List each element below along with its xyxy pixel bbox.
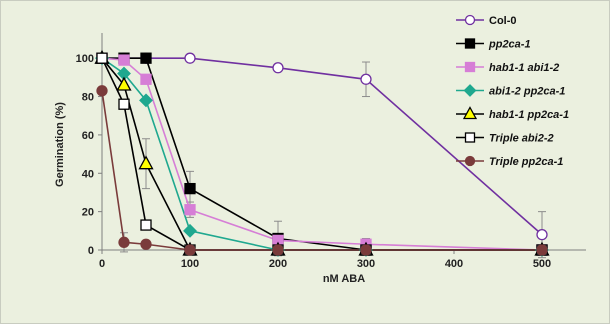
series-line-2	[101, 57, 543, 251]
legend-marker-5	[464, 132, 476, 143]
data-point-0-5	[360, 73, 372, 85]
y-tick-label-4: 80	[82, 92, 94, 104]
legend-marker-2	[464, 61, 476, 73]
data-point-2-2	[140, 73, 152, 85]
y-tick-label-0: 0	[88, 245, 94, 257]
legend-label-6: Triple pp2ca-1	[489, 156, 563, 168]
legend-label-5: Triple abi2-2	[489, 133, 554, 145]
legend-marker-6	[464, 155, 476, 167]
error-bars	[120, 61, 546, 259]
data-point-6-5	[360, 244, 372, 256]
data-point-0-6	[536, 229, 548, 241]
data-point-1-3	[184, 182, 196, 195]
x-tick-label-5: 500	[533, 258, 551, 270]
legend-label-3: abi1-2 pp2ca-1	[489, 86, 565, 98]
data-point-6-2	[140, 238, 152, 250]
x-tick-label-4: 400	[445, 258, 463, 270]
data-point-5-1	[118, 98, 130, 110]
tick-labels: 0 100 200 300 400 500 0 20 40 60 80 100	[76, 53, 552, 270]
data-point-6-3	[184, 244, 196, 256]
x-tick-label-2: 200	[269, 258, 287, 270]
legend-marker-1	[464, 38, 476, 49]
data-point-6-6	[536, 244, 548, 256]
data-point-6-1	[118, 236, 130, 248]
x-tick-label-3: 300	[357, 258, 375, 270]
y-axis-title: Germination (%)	[54, 102, 66, 187]
series-line-3	[101, 57, 542, 251]
series-line-1	[102, 57, 542, 251]
legend-marker-0	[464, 14, 476, 26]
series-markers	[94, 49, 550, 257]
data-point-5-0	[96, 52, 108, 64]
legend-marker-4	[462, 106, 478, 120]
data-point-0-3	[184, 52, 196, 64]
legend-label-4: hab1-1 pp2ca-1	[489, 109, 569, 121]
legend-label-1: pp2ca-1	[488, 39, 531, 51]
series-lines	[101, 57, 543, 251]
y-tick-label-5: 100	[76, 53, 94, 65]
legend-label-2: hab1-1 abi1-2	[489, 62, 559, 74]
data-point-4-1	[116, 76, 132, 91]
y-tick-label-1: 20	[82, 207, 94, 219]
data-point-6-4	[272, 244, 284, 256]
data-point-5-2	[140, 219, 152, 231]
series-line-5	[101, 57, 542, 251]
legend-marker-3	[463, 84, 477, 97]
legend: Col-0 pp2ca-1 hab1-1 abi1-2 abi1-2 pp2ca-1 h…	[456, 14, 569, 168]
x-tick-label-0: 0	[99, 258, 105, 270]
data-point-3-3	[183, 223, 197, 238]
y-tick-label-3: 60	[82, 130, 94, 142]
y-tick-label-2: 40	[82, 168, 94, 180]
data-point-1-2	[140, 52, 152, 64]
data-point-4-2	[138, 155, 154, 170]
x-axis-title: nM ABA	[323, 273, 365, 285]
series-line-4	[101, 57, 542, 251]
data-point-0-4	[272, 62, 284, 74]
data-point-2-1	[118, 54, 130, 66]
legend-label-0: Col-0	[489, 15, 517, 27]
data-point-6-0	[96, 85, 108, 97]
data-point-3-2	[139, 93, 153, 108]
x-tick-label-1: 100	[181, 258, 199, 270]
data-point-2-3	[184, 204, 196, 216]
